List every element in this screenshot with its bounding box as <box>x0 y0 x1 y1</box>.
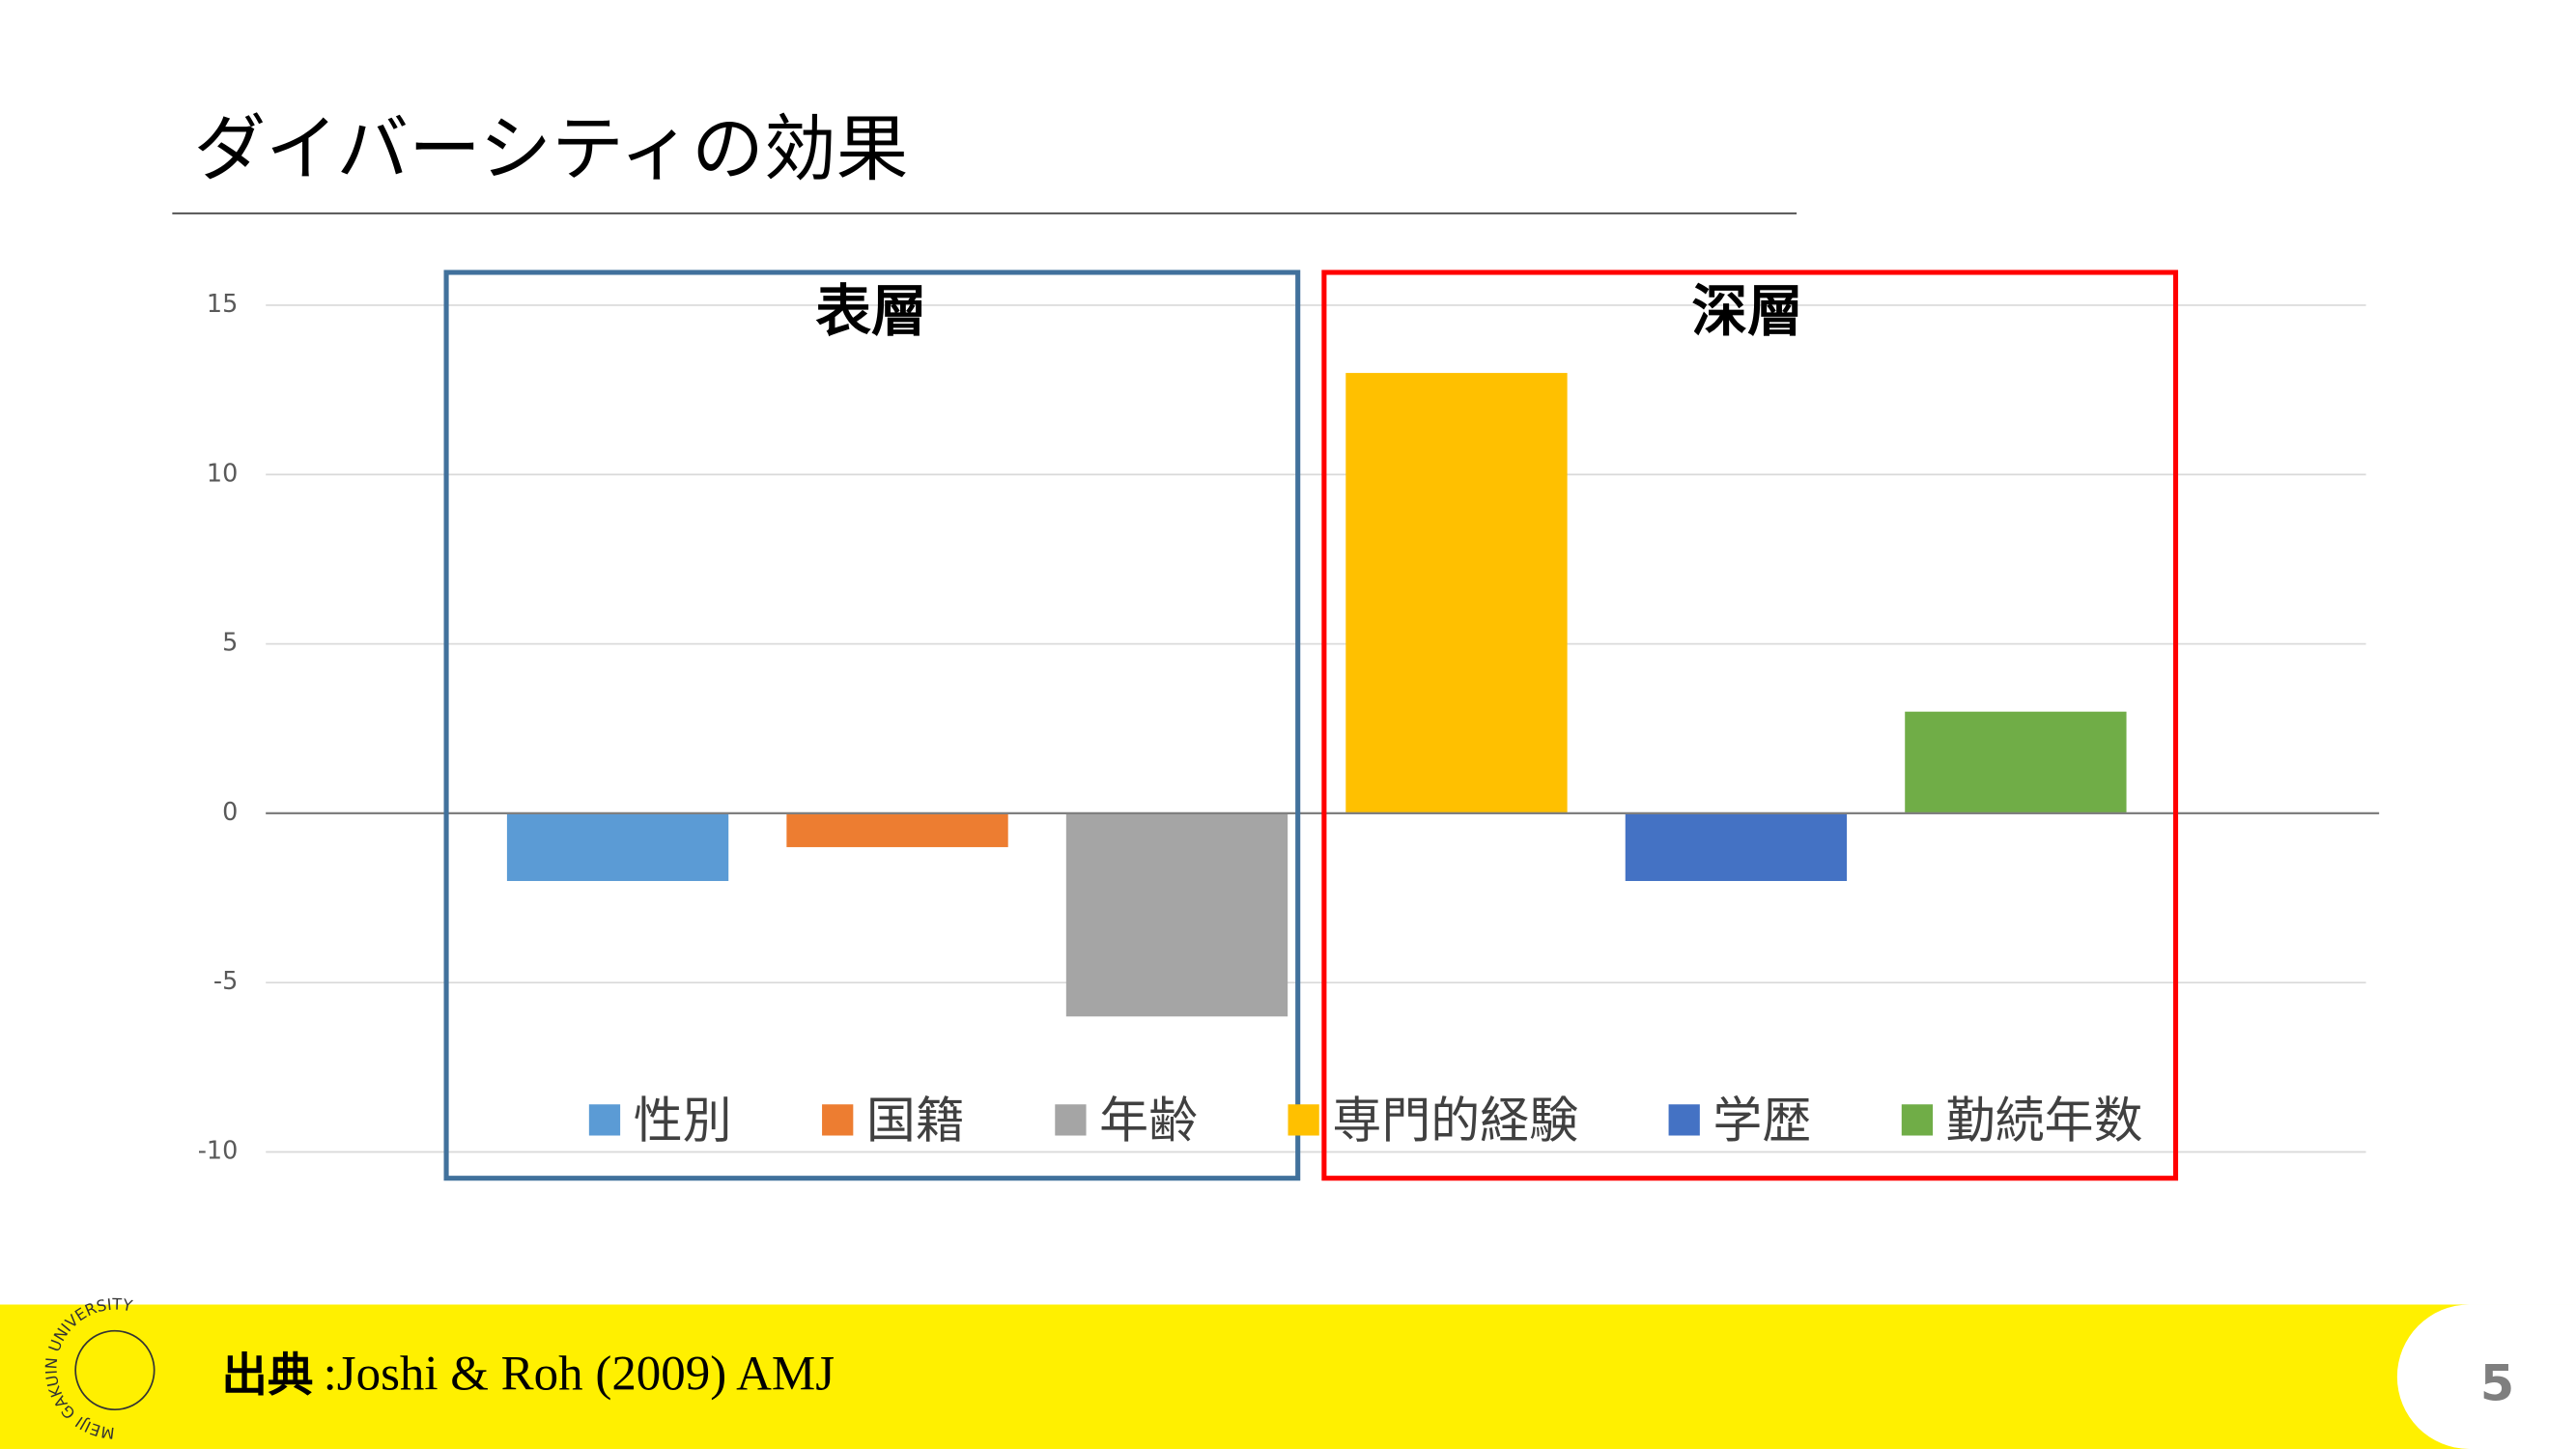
legend-label: 学歴 <box>1713 1094 1811 1151</box>
y-tick-label: 15 <box>207 290 238 319</box>
legend-swatch <box>1901 1104 1934 1136</box>
page-number: 5 <box>2480 1355 2514 1412</box>
legend-label: 年齢 <box>1099 1094 1198 1151</box>
deep-group-box <box>1321 270 2179 1181</box>
legend: 性別 国籍 年齢 専門的経験 学歴 勤続年数 <box>588 1094 2143 1151</box>
legend-swatch <box>1288 1104 1319 1136</box>
source-text: :Joshi & Roh (2009) AMJ <box>324 1348 835 1402</box>
legend-label: 専門的経験 <box>1332 1094 1578 1151</box>
group-label: 深層 <box>1691 278 1802 344</box>
legend-swatch <box>822 1104 854 1136</box>
slide-title: ダイバーシティの効果 <box>193 107 908 191</box>
legend-swatch <box>1668 1104 1700 1136</box>
bar <box>1345 373 1568 813</box>
plot: -10 -5 0 5 10 15 <box>198 290 2380 1166</box>
y-tick-label: 0 <box>222 798 238 827</box>
y-tick-label: -5 <box>213 967 238 996</box>
y-tick-label: 10 <box>207 459 238 488</box>
bar <box>1905 711 2127 813</box>
bar <box>1625 812 1848 882</box>
bar <box>786 812 1008 847</box>
legend-swatch <box>1055 1104 1087 1136</box>
group-label: 表層 <box>815 278 927 344</box>
page-number-tab <box>2396 1304 2576 1449</box>
footer-band <box>0 1304 2576 1449</box>
legend-label: 性別 <box>634 1094 732 1151</box>
legend-swatch <box>588 1104 621 1136</box>
y-tick-label: -10 <box>198 1137 239 1166</box>
y-tick-label: 5 <box>222 629 238 658</box>
legend-label: 勤続年数 <box>1946 1094 2143 1151</box>
legend-label: 国籍 <box>866 1094 965 1151</box>
logo-ring <box>74 1329 156 1411</box>
bar <box>506 812 729 882</box>
surface-group-box <box>443 270 1301 1181</box>
source-label: 出典 <box>221 1350 313 1403</box>
bar <box>1065 812 1288 1017</box>
